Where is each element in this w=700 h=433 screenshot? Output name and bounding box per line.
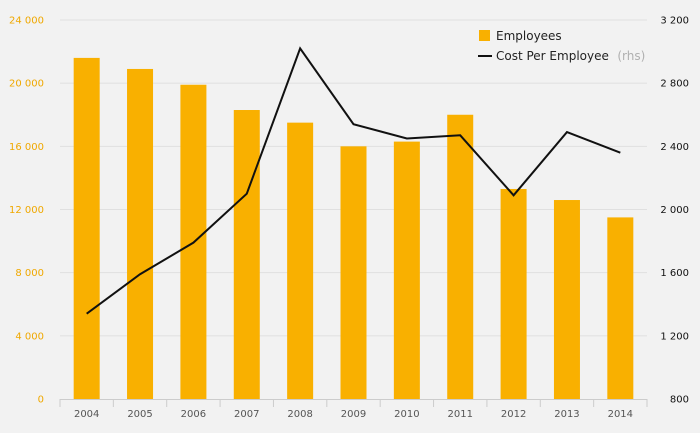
y-right-tick-label: 2 800 [660, 79, 689, 90]
y-right-tick-label: 3 200 [660, 16, 689, 27]
y-left-tick-label: 12 000 [9, 205, 44, 216]
x-tick-label-2009: 2009 [341, 409, 366, 420]
legend-swatch-employees [479, 30, 490, 41]
x-tick-label-2011: 2011 [448, 409, 473, 420]
legend-label-cost-suffix: (rhs) [617, 49, 645, 63]
legend-label-employees: Employees [496, 29, 562, 43]
y-left-tick-label: 16 000 [9, 142, 44, 153]
bar-employees-2012 [500, 188, 527, 399]
axes: 2004 2005 2006 2007 2008 2009 2010 2011 2012 2013… [9, 16, 689, 421]
x-tick-label-2014: 2014 [608, 409, 633, 420]
employees-bars [73, 57, 634, 400]
legend-label-cost-per-employee: Cost Per Employee (rhs) [496, 47, 645, 64]
bar-employees-2014 [607, 217, 634, 399]
bar-employees-2010 [393, 141, 420, 400]
y-right-tick-label: 800 [670, 395, 689, 406]
y-left-tick-label: 24 000 [9, 16, 44, 27]
bar-employees-2008 [287, 122, 314, 399]
y-right-tick-label: 2 400 [660, 142, 689, 153]
y-left-tick-label: 8 000 [15, 268, 44, 279]
x-tick-label-2007: 2007 [234, 409, 259, 420]
x-tick-label-2013: 2013 [554, 409, 579, 420]
y-right-tick-label: 2 000 [660, 205, 689, 216]
bar-employees-2004 [73, 57, 100, 400]
bar-employees-2013 [553, 200, 580, 399]
x-tick-label-2004: 2004 [74, 409, 99, 420]
y-left-tick-label: 20 000 [9, 79, 44, 90]
y-right-tick-label: 1 600 [660, 268, 689, 279]
x-tick-label-2012: 2012 [501, 409, 526, 420]
y-left-tick-label: 0 [38, 395, 44, 406]
y-left-tick-label: 4 000 [15, 331, 44, 342]
x-tick-label-2005: 2005 [127, 409, 152, 420]
cost-per-employee-line [86, 46, 621, 315]
y-right-tick-label: 1 200 [660, 331, 689, 342]
bar-employees-2009 [340, 146, 367, 399]
x-tick-label-2006: 2006 [181, 409, 206, 420]
x-tick-label-2010: 2010 [394, 409, 419, 420]
legend-label-cost-main: Cost Per Employee [496, 49, 609, 63]
legend: Employees Cost Per Employee (rhs) [478, 29, 645, 64]
bar-employees-2005 [127, 68, 154, 400]
bar-employees-2011 [447, 114, 474, 399]
x-tick-label-2008: 2008 [287, 409, 312, 420]
bar-employees-2007 [233, 110, 260, 399]
